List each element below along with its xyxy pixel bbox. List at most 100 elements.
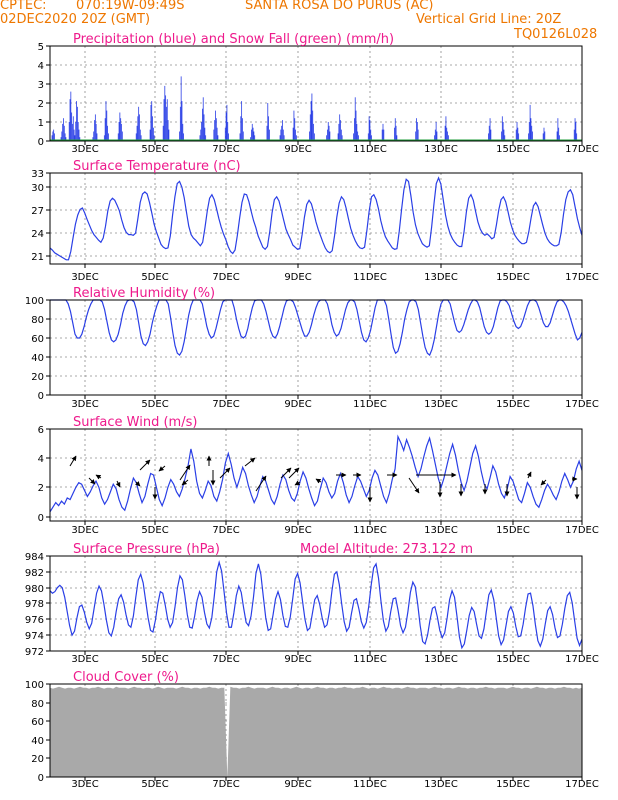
y-tick-label: 5 — [38, 42, 44, 53]
precip-bar — [241, 101, 243, 141]
panel-frame — [49, 428, 583, 522]
precip-bar — [204, 127, 206, 141]
header-cptec: CPTEC: — [0, 0, 47, 13]
precip-bar — [558, 127, 560, 141]
x-tick-label: 3DEC — [71, 144, 98, 155]
precip-bar — [121, 131, 123, 141]
panel-title: Surface Temperature (nC) — [73, 159, 241, 174]
precip-bar — [281, 125, 283, 141]
precip-bar — [199, 135, 201, 141]
y-tick-label: 972 — [25, 647, 44, 658]
precip-bar — [370, 129, 372, 141]
precip-bar — [310, 101, 312, 141]
precip-bar — [447, 135, 449, 141]
x-tick-label: 3DEC — [71, 525, 98, 536]
precip-bar — [214, 120, 216, 141]
y-tick-label: 24 — [31, 229, 44, 240]
precip-bar — [150, 104, 152, 141]
precip-bar — [200, 129, 202, 141]
precip-bar — [357, 131, 359, 141]
precip-bar — [326, 135, 328, 141]
precip-bar — [436, 131, 438, 141]
precip-bar — [162, 125, 164, 141]
wind-arrow — [294, 480, 301, 486]
y-tick-label: 4 — [38, 61, 44, 72]
precip-bar — [103, 135, 105, 141]
precip-bar — [139, 129, 141, 141]
precip-bar — [313, 123, 314, 141]
precip-bar — [501, 131, 502, 141]
precip-bar — [201, 122, 202, 141]
precip-bar — [108, 133, 109, 141]
precip-bar — [354, 118, 355, 141]
precip-bar — [416, 118, 417, 141]
precip-bar — [69, 99, 71, 141]
x-tick-label: 9DEC — [284, 144, 311, 155]
precip-bar — [240, 116, 242, 141]
precip-bar — [266, 125, 268, 141]
y-tick-label: 40 — [31, 353, 44, 364]
precip-bar — [447, 131, 448, 141]
panel-frame — [49, 45, 583, 142]
precip-bar — [77, 122, 79, 141]
x-tick-label: 7DEC — [212, 525, 239, 536]
x-tick-label: 11DEC — [353, 525, 387, 536]
x-tick-label: 7DEC — [212, 654, 239, 665]
precip-bar — [168, 129, 170, 141]
x-tick-label: 11DEC — [353, 654, 387, 665]
wind-arrow — [280, 467, 292, 479]
x-tick-label: 5DEC — [141, 525, 168, 536]
precip-bar — [106, 110, 108, 141]
precip-bar — [309, 131, 310, 141]
x-tick-label: 15DEC — [496, 654, 530, 665]
x-tick-label: 3DEC — [71, 399, 98, 410]
cloud-cover-area — [50, 686, 582, 777]
precip-bar — [502, 122, 504, 141]
precip-bar — [60, 137, 62, 141]
x-tick-label: 15DEC — [496, 272, 530, 283]
wind-arrow — [158, 465, 166, 472]
precip-bar — [167, 120, 169, 141]
precip-bar — [282, 129, 284, 141]
x-tick-label: 13DEC — [424, 272, 458, 283]
precip-bar — [341, 135, 343, 141]
precip-bar — [179, 131, 180, 141]
precip-bar — [179, 106, 181, 141]
y-tick-label: 980 — [25, 584, 44, 595]
precip-bar — [446, 127, 448, 141]
header-coords: 070:19W-09:49S — [76, 0, 185, 13]
x-tick-label: 11DEC — [353, 779, 387, 790]
precip-bar — [68, 122, 70, 141]
x-tick-label: 3DEC — [71, 272, 98, 283]
precip-bar — [163, 99, 165, 141]
precip-bar — [54, 133, 55, 141]
y-tick-label: 984 — [25, 552, 44, 563]
precip-bar — [95, 123, 97, 141]
precip-bar — [269, 129, 270, 141]
precip-bar — [136, 125, 138, 141]
precip-bar — [166, 106, 167, 141]
wind-arrow — [139, 459, 151, 471]
precip-bar — [354, 97, 356, 141]
precip-bar — [153, 135, 155, 141]
precip-bar — [119, 112, 121, 141]
series-line — [49, 176, 583, 261]
y-tick-label: 21 — [31, 252, 44, 263]
precip-bar — [121, 123, 122, 141]
precip-bar — [139, 114, 140, 141]
precip-bar — [531, 125, 533, 141]
precip-bar — [138, 106, 140, 141]
x-tick-label: 17DEC — [565, 654, 599, 665]
precip-bar — [117, 133, 119, 141]
x-tick-label: 15DEC — [496, 144, 530, 155]
y-tick-label: 2 — [38, 99, 44, 110]
precip-bar — [205, 135, 207, 141]
wind-arrow — [179, 464, 191, 481]
precip-bar — [253, 131, 255, 141]
x-tick-label: 11DEC — [353, 399, 387, 410]
precip-bar — [355, 110, 357, 141]
precip-bar — [559, 135, 560, 141]
precip-bar — [251, 123, 253, 141]
precip-bar — [227, 122, 229, 141]
y-tick-label: 0 — [38, 513, 44, 524]
